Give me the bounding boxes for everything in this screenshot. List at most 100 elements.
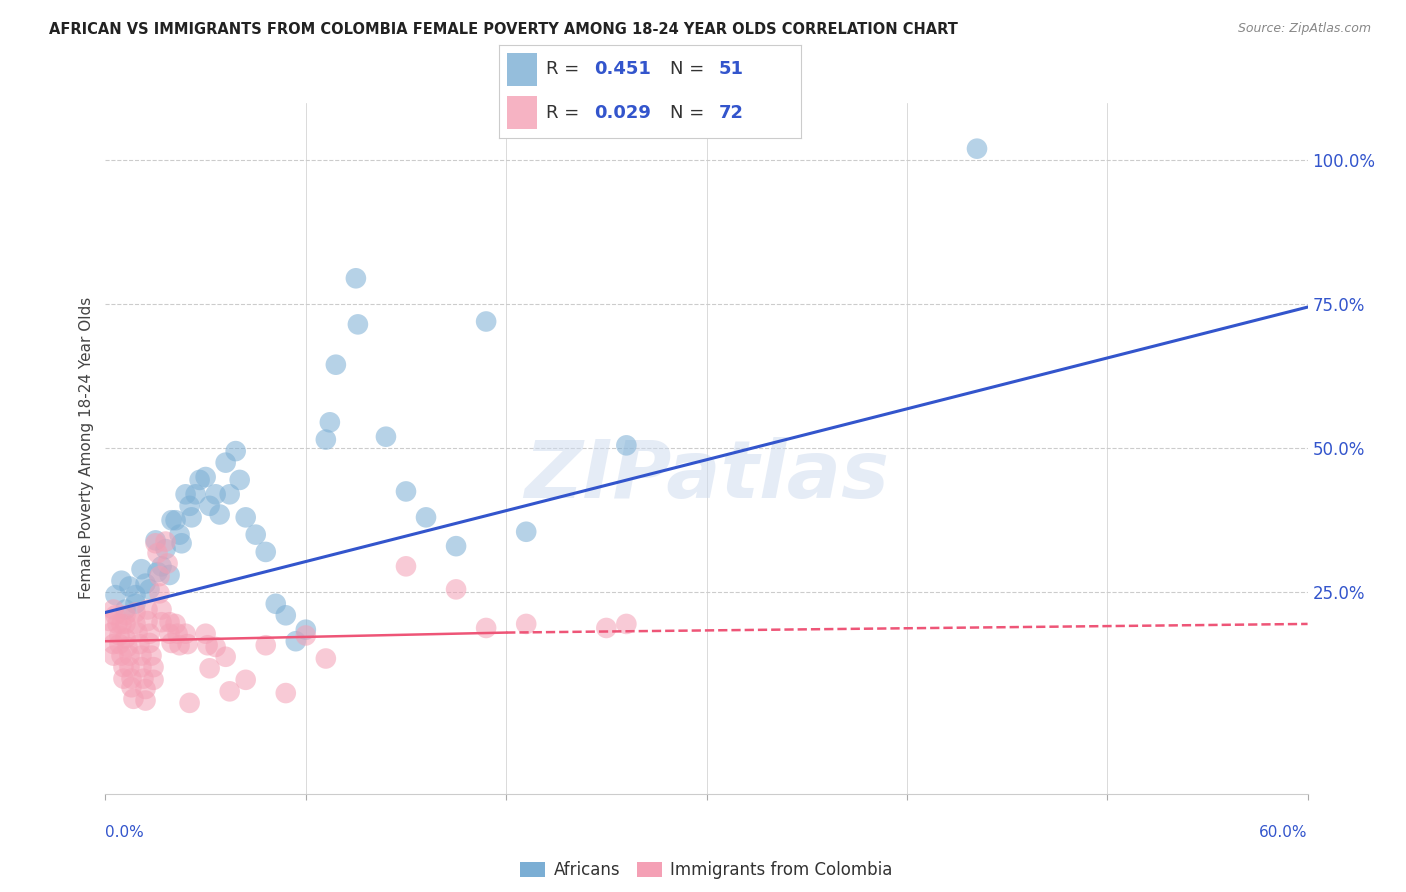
Point	[198, 499, 221, 513]
Point	[245, 527, 267, 541]
Point	[118, 648, 141, 663]
Point	[194, 626, 217, 640]
Point	[444, 539, 467, 553]
Point	[315, 433, 337, 447]
Text: R =: R =	[546, 103, 585, 121]
Bar	[506, 96, 537, 129]
Point	[136, 602, 159, 616]
Point	[108, 637, 131, 651]
Point	[150, 559, 173, 574]
Point	[124, 606, 146, 620]
Point	[166, 626, 188, 640]
Point	[155, 534, 177, 549]
Point	[235, 510, 257, 524]
Point	[112, 660, 135, 674]
Point	[124, 597, 146, 611]
Point	[214, 649, 236, 664]
Point	[118, 660, 141, 674]
Point	[274, 608, 297, 623]
Point	[284, 634, 307, 648]
Point	[515, 616, 537, 631]
Point	[966, 142, 988, 156]
Point	[110, 574, 132, 588]
Point	[146, 565, 169, 579]
Point	[374, 430, 398, 444]
Point	[141, 648, 163, 663]
Point	[319, 415, 342, 429]
Point	[110, 648, 132, 663]
Point	[114, 616, 136, 631]
Point	[114, 608, 136, 623]
Point	[160, 636, 183, 650]
Point	[616, 616, 638, 631]
Point	[122, 691, 145, 706]
Point	[104, 588, 127, 602]
Point	[274, 686, 297, 700]
Point	[98, 614, 121, 628]
Point	[395, 559, 418, 574]
Point	[107, 616, 129, 631]
Point	[127, 625, 149, 640]
Point	[174, 487, 197, 501]
Point	[148, 586, 170, 600]
Point	[254, 545, 277, 559]
Point	[108, 628, 131, 642]
Point	[150, 615, 173, 630]
Point	[103, 602, 125, 616]
Point	[124, 588, 146, 602]
Point	[218, 684, 240, 698]
Point	[103, 637, 125, 651]
Point	[295, 623, 318, 637]
Point	[135, 681, 157, 696]
Point	[131, 562, 153, 576]
Point	[475, 621, 498, 635]
Text: N =: N =	[669, 103, 710, 121]
Point	[148, 569, 170, 583]
Y-axis label: Female Poverty Among 18-24 Year Olds: Female Poverty Among 18-24 Year Olds	[79, 297, 94, 599]
Point	[444, 582, 467, 597]
Point	[194, 470, 217, 484]
Point	[138, 626, 160, 640]
Point	[180, 510, 202, 524]
Point	[179, 696, 201, 710]
Point	[117, 640, 139, 654]
Point	[155, 542, 177, 557]
Legend: Africans, Immigrants from Colombia: Africans, Immigrants from Colombia	[513, 855, 900, 886]
Point	[204, 640, 226, 654]
Point	[515, 524, 537, 539]
Text: 60.0%: 60.0%	[1260, 825, 1308, 840]
Text: 0.0%: 0.0%	[105, 825, 145, 840]
Point	[128, 637, 150, 651]
Point	[179, 499, 201, 513]
Point	[110, 616, 132, 631]
Text: R =: R =	[546, 61, 585, 78]
Point	[136, 614, 159, 628]
Point	[204, 487, 226, 501]
Point	[208, 508, 231, 522]
Point	[150, 602, 173, 616]
Point	[165, 616, 187, 631]
Bar	[506, 53, 537, 86]
Point	[475, 314, 498, 328]
Point	[138, 636, 160, 650]
Point	[184, 487, 207, 501]
Point	[616, 438, 638, 452]
Point	[135, 693, 157, 707]
Point	[156, 557, 179, 571]
Point	[295, 628, 318, 642]
Point	[145, 533, 167, 548]
Point	[325, 358, 347, 372]
Point	[159, 615, 181, 630]
Text: 72: 72	[718, 103, 744, 121]
Point	[214, 456, 236, 470]
Point	[131, 660, 153, 674]
Point	[395, 484, 418, 499]
Point	[254, 638, 277, 652]
Point	[118, 580, 141, 594]
Point	[415, 510, 437, 524]
Point	[145, 536, 167, 550]
Text: ZIPatlas: ZIPatlas	[524, 437, 889, 515]
Text: 0.029: 0.029	[595, 103, 651, 121]
Point	[198, 661, 221, 675]
Point	[124, 616, 146, 631]
